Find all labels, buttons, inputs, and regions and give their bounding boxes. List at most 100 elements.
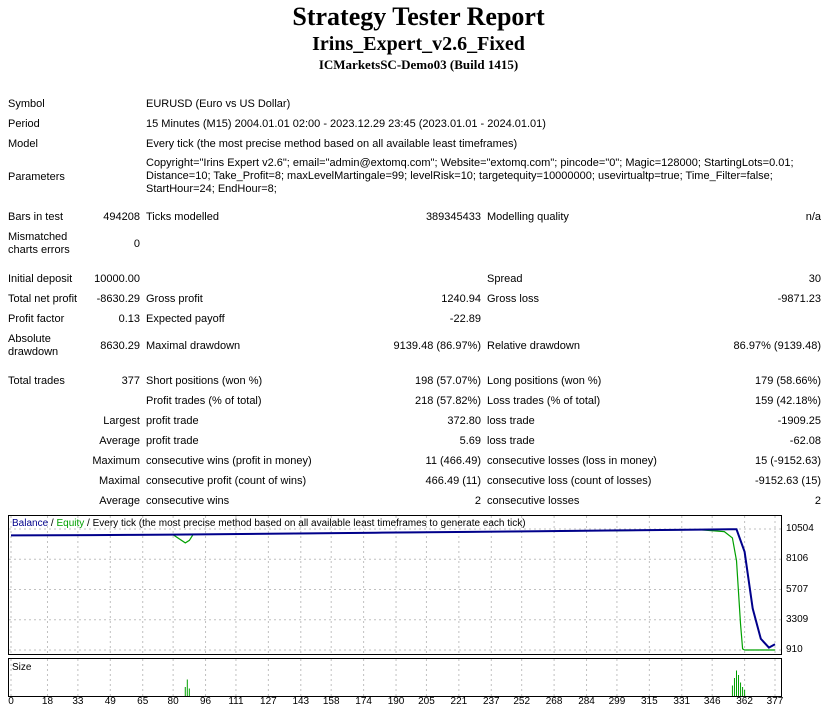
x-tick-label: 127: [260, 696, 277, 707]
gross-profit-value: 1240.94: [441, 293, 481, 305]
expected-payoff-label: Expected payoff: [146, 313, 225, 325]
deposit-label: Initial deposit: [8, 273, 73, 285]
consecutive-profit-label: consecutive profit (count of wins): [146, 475, 307, 487]
average-label: Average: [99, 435, 140, 447]
balance-series-line: [10, 528, 776, 649]
x-tick-label: 252: [513, 696, 531, 707]
relative-drawdown-value: 86.97% (9139.48): [733, 340, 821, 352]
model-value: Every tick (the most precise method base…: [146, 138, 518, 150]
consecutive-losses-value: 15 (-9152.63): [754, 455, 821, 467]
x-tick-label: 49: [104, 696, 116, 707]
largest-label: Largest: [103, 415, 140, 427]
short-positions-label: Short positions (won %): [146, 375, 263, 387]
ticks-value: 389345433: [425, 211, 481, 223]
consecutive-profit-value: 466.49 (11): [425, 475, 481, 487]
bars-value: 494208: [103, 211, 140, 223]
report-title: Strategy Tester Report: [292, 2, 545, 31]
deposit-value: 10000.00: [94, 273, 140, 285]
x-tick-label: 65: [137, 696, 149, 707]
chart-legend: Balance / Equity / Every tick (the most …: [12, 518, 526, 530]
total-trades-label: Total trades: [8, 375, 65, 387]
consecutive-losses-label: consecutive losses (loss in money): [487, 455, 657, 467]
x-tick-label: 284: [578, 696, 595, 707]
absolute-drawdown-value: 8630.29: [100, 340, 140, 352]
maximal-label: Maximal: [99, 475, 140, 487]
short-positions-value: 198 (57.07%): [414, 375, 481, 387]
x-tick-label: 268: [545, 696, 563, 707]
total-trades-value: 377: [121, 375, 140, 387]
x-tick-label: 158: [322, 696, 340, 707]
average-profit-value: 5.69: [459, 435, 481, 447]
mismatch-label-2: charts errors: [8, 244, 70, 256]
legend-equity: Equity: [56, 518, 85, 529]
absolute-drawdown-label-2: drawdown: [8, 346, 59, 358]
legend-description: / Every tick (the most precise method ba…: [84, 518, 526, 529]
parameters-label: Parameters: [8, 171, 65, 183]
largest-profit-value: 372.80: [447, 415, 481, 427]
spread-value: 30: [808, 273, 821, 285]
x-tick-label: 0: [8, 696, 14, 707]
avg-consecutive-losses-label: consecutive losses: [487, 495, 580, 507]
size-chart-frame: [8, 658, 782, 697]
max-drawdown-value: 9139.48 (86.97%): [393, 340, 481, 352]
size-chart-bars: [184, 670, 746, 696]
gross-profit-label: Gross profit: [146, 293, 203, 305]
mismatch-label: Mismatched: [8, 231, 68, 243]
chart-frame: [8, 515, 782, 655]
gross-loss-value: -9871.23: [777, 293, 821, 305]
avg-consecutive-wins-value: 2: [474, 495, 481, 507]
consecutive-wins-value: 11 (466.49): [425, 455, 481, 467]
y-tick-label: 8106: [786, 553, 809, 565]
quality-label: Modelling quality: [487, 211, 569, 223]
ticks-label: Ticks modelled: [146, 211, 219, 223]
x-tick-label: 346: [703, 696, 721, 707]
y-tick-label: 5707: [786, 583, 809, 595]
size-label: Size: [12, 662, 32, 673]
max-drawdown-label: Maximal drawdown: [146, 340, 241, 352]
symbol-label: Symbol: [8, 98, 45, 110]
profit-factor-value: 0.13: [118, 313, 140, 325]
x-tick-label: 221: [450, 696, 468, 707]
y-tick-label: 10504: [786, 523, 814, 534]
period-value: 15 Minutes (M15) 2004.01.01 02:00 - 2023…: [146, 118, 546, 130]
x-tick-label: 315: [641, 696, 658, 707]
symbol-value: EURUSD (Euro vs US Dollar): [146, 98, 291, 110]
size-chart-grid: [10, 659, 776, 696]
average-profit-label: profit trade: [146, 435, 199, 447]
y-tick-label: 910: [786, 644, 803, 655]
x-tick-label: 96: [199, 696, 212, 707]
consecutive-loss-value: -9152.63 (15): [754, 475, 821, 487]
largest-loss-label: loss trade: [487, 415, 535, 427]
average-loss-label: loss trade: [487, 435, 535, 447]
avg-consecutive-losses-value: 2: [814, 495, 821, 507]
x-tick-label: 80: [167, 696, 179, 707]
x-tick-label: 18: [41, 696, 54, 707]
x-tick-label: 331: [673, 696, 691, 707]
largest-loss-value: -1909.25: [777, 415, 821, 427]
relative-drawdown-label: Relative drawdown: [487, 340, 580, 352]
average-loss-value: -62.08: [789, 435, 821, 447]
profit-factor-label: Profit factor: [8, 313, 65, 325]
avg-consecutive-wins-label: consecutive wins: [146, 495, 230, 507]
legend-sep: /: [48, 518, 57, 529]
x-tick-label: 362: [736, 696, 753, 707]
loss-trades-value: 159 (42.18%): [754, 395, 821, 407]
size-chart: [8, 658, 782, 697]
mismatch-value: 0: [133, 238, 140, 250]
x-tick-label: 190: [387, 696, 405, 707]
bars-label: Bars in test: [8, 211, 64, 223]
period-label: Period: [8, 118, 40, 130]
profit-trades-value: 218 (57.82%): [414, 395, 481, 407]
x-tick-label: 299: [608, 696, 626, 707]
chart-lines: [10, 528, 776, 651]
x-tick-label: 143: [292, 696, 310, 707]
y-tick-label: 3309: [786, 613, 809, 625]
net-profit-value: -8630.29: [96, 293, 140, 305]
maximum-label: Maximum: [92, 455, 140, 467]
consecutive-wins-label: consecutive wins (profit in money): [146, 455, 312, 467]
legend-balance: Balance: [12, 518, 49, 529]
loss-trades-label: Loss trades (% of total): [487, 395, 601, 407]
parameters-value: Copyright="Irins Expert v2.6"; email="ad…: [146, 157, 794, 195]
quality-value: n/a: [805, 211, 821, 223]
expert-name: Irins_Expert_v2.6_Fixed: [312, 33, 525, 55]
